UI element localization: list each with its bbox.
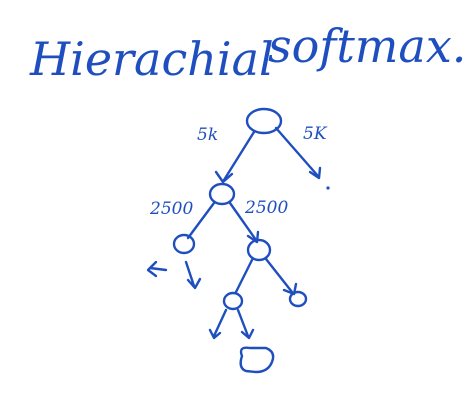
edge-level4-left-b	[236, 308, 255, 340]
leaf-blob	[239, 346, 275, 374]
label-level2-left: 2500	[149, 199, 193, 219]
label-root-right: 5K	[303, 124, 328, 144]
edge-root-right	[274, 126, 320, 178]
edge-level2-right	[228, 201, 258, 242]
arrowhead-level2-right	[246, 230, 260, 244]
branch-level3-left-a	[146, 260, 168, 278]
edge-root-left	[222, 130, 256, 182]
arrowhead-root-right	[308, 166, 322, 180]
title-left: Hierachial	[29, 32, 274, 86]
title-right: softmax.	[268, 19, 466, 73]
node-level2	[208, 182, 236, 206]
edge-level2-left	[186, 201, 216, 240]
branch-level3-left-b	[184, 260, 202, 290]
arrowhead-root-left	[214, 170, 234, 184]
dot-mark	[326, 186, 330, 190]
node-level3-left	[172, 233, 196, 255]
edge-level4-left-a	[208, 308, 228, 340]
edge-level3-right-left	[234, 258, 254, 294]
node-level3-right	[246, 238, 272, 262]
node-level4-left	[222, 291, 244, 311]
label-level2-right: 2500	[244, 198, 288, 218]
label-root-left: 5k	[197, 125, 218, 145]
edge-level3-right-right	[264, 257, 294, 294]
root-node	[245, 107, 283, 135]
node-level4-right	[288, 290, 308, 308]
